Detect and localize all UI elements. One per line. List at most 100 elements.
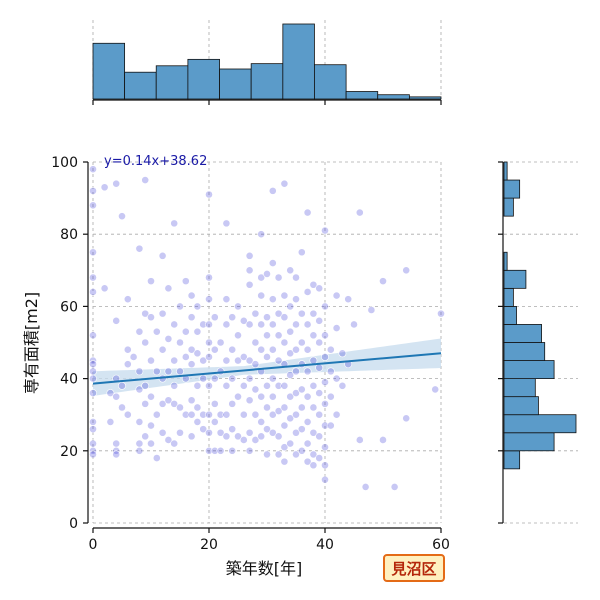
data-point xyxy=(390,482,399,491)
data-point xyxy=(245,280,254,289)
y-hist-bar xyxy=(503,251,508,271)
data-point xyxy=(315,432,324,441)
data-point xyxy=(338,349,347,358)
data-point xyxy=(251,309,260,318)
data-point xyxy=(89,186,97,195)
data-point xyxy=(210,399,219,408)
data-point xyxy=(181,353,190,361)
data-point xyxy=(216,428,225,437)
data-point xyxy=(251,385,260,394)
data-point xyxy=(135,327,144,336)
data-point xyxy=(303,367,312,376)
data-point xyxy=(199,410,208,419)
data-point xyxy=(280,313,289,322)
data-point xyxy=(135,385,144,394)
data-point xyxy=(234,331,242,340)
data-point xyxy=(210,418,219,426)
data-point xyxy=(309,309,318,318)
data-point xyxy=(268,259,277,267)
x-hist-bar xyxy=(124,71,157,100)
data-point xyxy=(292,389,300,397)
data-point xyxy=(100,284,109,293)
y-histogram xyxy=(498,161,578,524)
y-tick-label: 80 xyxy=(60,227,78,243)
data-point xyxy=(309,403,318,412)
x-tick-label: 40 xyxy=(316,537,334,553)
x-hist-bar xyxy=(187,58,220,100)
data-point xyxy=(152,327,161,336)
data-point xyxy=(228,425,237,434)
data-point xyxy=(257,418,266,426)
data-point xyxy=(193,381,202,390)
data-point xyxy=(326,392,335,401)
x-tick-label: 0 xyxy=(89,537,98,553)
data-point xyxy=(147,439,155,448)
data-point xyxy=(321,399,329,408)
x-axis-title: 築年数[年] xyxy=(226,559,303,578)
axes: 0 20 40 60 80 100 0 20 40 60 xyxy=(51,155,450,553)
data-point xyxy=(228,345,237,354)
data-point xyxy=(205,446,213,455)
data-point xyxy=(158,399,167,408)
data-point xyxy=(321,378,329,387)
data-point xyxy=(228,446,237,455)
data-point xyxy=(118,212,126,221)
y-hist-bar xyxy=(503,432,555,452)
data-point xyxy=(222,381,231,390)
data-point xyxy=(199,356,208,365)
data-point xyxy=(257,230,266,239)
data-point xyxy=(315,454,324,462)
data-point xyxy=(274,331,283,340)
data-point xyxy=(222,320,231,329)
data-point xyxy=(274,450,283,459)
ward-badge: 見沼区 xyxy=(383,554,445,582)
data-point xyxy=(147,421,155,430)
data-point xyxy=(123,360,132,369)
regression-line xyxy=(92,352,442,385)
data-point xyxy=(268,428,277,437)
data-point xyxy=(309,450,318,459)
data-point xyxy=(245,374,254,383)
data-point xyxy=(297,360,306,369)
data-point xyxy=(321,226,329,235)
data-point xyxy=(187,313,196,322)
data-point xyxy=(274,309,283,318)
data-point xyxy=(263,450,271,459)
data-point xyxy=(268,392,277,401)
data-point xyxy=(222,295,231,304)
data-point xyxy=(89,367,97,376)
data-point xyxy=(280,179,289,188)
data-point xyxy=(89,201,97,210)
data-point xyxy=(367,306,376,314)
data-point xyxy=(297,309,306,318)
data-point xyxy=(263,313,271,322)
data-point xyxy=(286,327,295,336)
y-hist-bar xyxy=(503,197,514,217)
data-point xyxy=(176,302,184,311)
data-point xyxy=(205,190,213,199)
data-point xyxy=(234,392,242,401)
data-point xyxy=(309,356,318,365)
data-point xyxy=(286,371,295,379)
data-point xyxy=(274,356,283,365)
data-point xyxy=(164,334,173,343)
data-point xyxy=(147,356,155,365)
data-point xyxy=(205,320,213,329)
data-point xyxy=(303,439,312,448)
data-point xyxy=(152,367,161,376)
data-point xyxy=(100,183,109,192)
data-point xyxy=(199,425,208,434)
x-hist-bar xyxy=(155,65,189,100)
data-point xyxy=(309,381,318,390)
data-point xyxy=(228,374,237,383)
y-tick-label: 40 xyxy=(60,372,78,388)
y-hist-bar xyxy=(503,396,539,416)
data-point xyxy=(361,482,370,491)
data-point xyxy=(176,367,184,376)
data-point xyxy=(321,353,329,361)
data-point xyxy=(239,316,248,325)
data-point xyxy=(187,410,196,419)
data-point xyxy=(350,320,358,329)
data-point xyxy=(106,418,115,426)
